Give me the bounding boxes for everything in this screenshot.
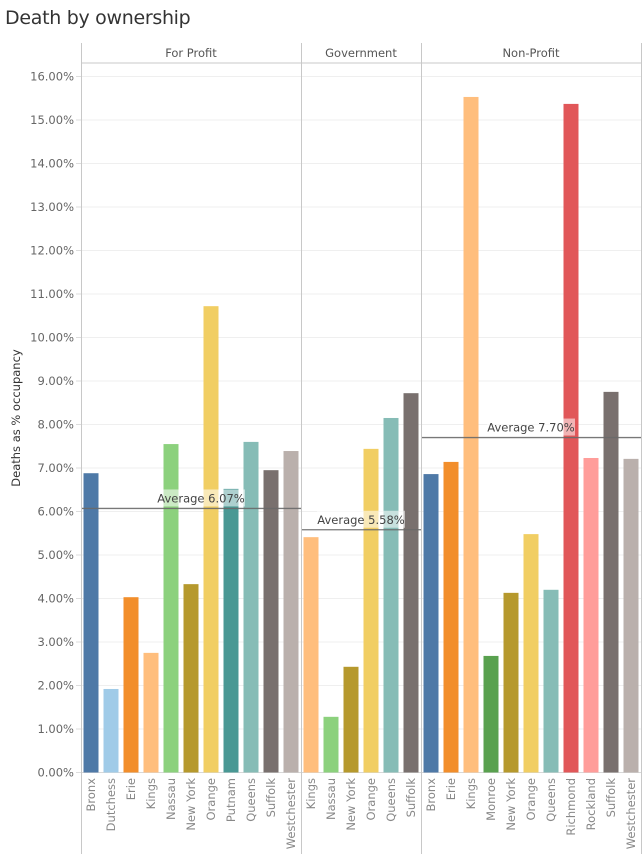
panel-header: For Profit <box>165 46 217 60</box>
panel-headers: For Profit Government Non-Profit <box>165 46 560 60</box>
x-tick-label: New York <box>504 778 518 831</box>
x-tick-label: Queens <box>244 778 258 822</box>
x-tick-label: Rockland <box>584 778 598 830</box>
y-tick-label: 13.00% <box>30 200 74 214</box>
bar[interactable] <box>603 391 619 773</box>
bar[interactable] <box>583 457 599 773</box>
bar[interactable] <box>383 417 399 773</box>
bar[interactable] <box>363 448 379 773</box>
y-tick-label: 15.00% <box>30 113 74 127</box>
bar[interactable] <box>543 589 559 773</box>
bar[interactable] <box>103 688 119 773</box>
panels <box>81 43 642 854</box>
y-tick-label: 2.00% <box>37 679 74 693</box>
y-axis-title: Deaths as % occupancy <box>9 349 23 487</box>
x-tick-label: Bronx <box>424 778 438 812</box>
bar[interactable] <box>463 96 479 773</box>
x-tick-label: New York <box>184 778 198 831</box>
x-tick-label: Erie <box>444 778 458 800</box>
bar[interactable] <box>243 441 259 773</box>
bar[interactable] <box>483 655 499 773</box>
x-tick-label: Bronx <box>84 778 98 812</box>
bar[interactable] <box>203 306 219 773</box>
x-tick-label: Orange <box>524 778 538 821</box>
x-tick-label: Nassau <box>164 778 178 820</box>
x-tick-label: Monroe <box>484 778 498 821</box>
bar[interactable] <box>563 103 579 773</box>
x-tick-label: Dutchess <box>104 778 118 831</box>
y-tick-label: 11.00% <box>30 287 74 301</box>
x-tick-label: Putnam <box>224 778 238 822</box>
x-tick-label: Kings <box>304 778 318 809</box>
x-tick-label: Westchester <box>284 778 298 850</box>
bar[interactable] <box>183 584 199 773</box>
x-tick-label: Kings <box>464 778 478 809</box>
y-tick-label: 1.00% <box>37 722 74 736</box>
y-tick-label: 12.00% <box>30 244 74 258</box>
y-tick-label: 7.00% <box>37 461 74 475</box>
x-tick-label: Nassau <box>324 778 338 820</box>
bar[interactable] <box>503 592 519 773</box>
bar[interactable] <box>423 474 439 773</box>
x-tick-label: New York <box>344 778 358 831</box>
average-label-bg <box>157 489 245 507</box>
y-tick-label: 16.00% <box>30 70 74 84</box>
average-lines: Average 6.07% Average 5.58% Average 7.70% <box>82 418 641 531</box>
y-tick-label: 8.00% <box>37 418 74 432</box>
y-tick-label: 5.00% <box>37 548 74 562</box>
x-tick-label: Orange <box>364 778 378 821</box>
x-tick-label: Queens <box>384 778 398 822</box>
bars <box>83 96 639 773</box>
x-tick-label: Kings <box>144 778 158 809</box>
y-tick-label: 4.00% <box>37 592 74 606</box>
average-label-bg <box>317 510 405 528</box>
x-tick-label: Queens <box>544 778 558 822</box>
x-tick-label: Suffolk <box>604 778 618 818</box>
bar[interactable] <box>223 488 239 773</box>
bar[interactable] <box>403 393 419 773</box>
y-axis: 0.00% 1.00% 2.00% 3.00% 4.00% 5.00% 6.00% 7.00%… <box>30 70 81 780</box>
bar[interactable] <box>443 461 459 773</box>
bar[interactable] <box>123 597 139 773</box>
average-label: Average 6.07% <box>157 491 244 505</box>
y-tick-label: 14.00% <box>30 157 74 171</box>
gridlines <box>81 76 641 773</box>
bar[interactable] <box>343 666 359 773</box>
bar[interactable] <box>263 470 279 773</box>
x-tick-label: Suffolk <box>404 778 418 818</box>
bar[interactable] <box>143 652 159 773</box>
y-tick-label: 3.00% <box>37 635 74 649</box>
x-tick-label: Suffolk <box>264 778 278 818</box>
x-tick-label: Richmond <box>564 778 578 836</box>
x-tick-label: Westchester <box>624 778 638 850</box>
bar[interactable] <box>623 458 639 773</box>
average-label: Average 5.58% <box>317 513 404 527</box>
y-tick-label: 9.00% <box>37 374 74 388</box>
bar[interactable] <box>303 537 319 773</box>
x-axis-labels: Bronx Dutchess Erie Kings Nassau New York Oran… <box>84 778 638 850</box>
bar[interactable] <box>83 473 99 773</box>
average-label-bg <box>487 418 575 436</box>
average-label: Average 7.70% <box>487 421 574 435</box>
chart-title: Death by ownership <box>5 7 191 29</box>
y-tick-label: 10.00% <box>30 331 74 345</box>
y-tick-label: 6.00% <box>37 505 74 519</box>
panel-header: Government <box>325 46 397 60</box>
bar[interactable] <box>523 534 539 773</box>
bar[interactable] <box>283 451 299 773</box>
x-tick-label: Erie <box>124 778 138 800</box>
bar[interactable] <box>163 444 179 773</box>
panel-header: Non-Profit <box>502 46 560 60</box>
x-tick-label: Orange <box>204 778 218 821</box>
bar[interactable] <box>323 716 339 773</box>
y-tick-label: 0.00% <box>37 766 74 780</box>
